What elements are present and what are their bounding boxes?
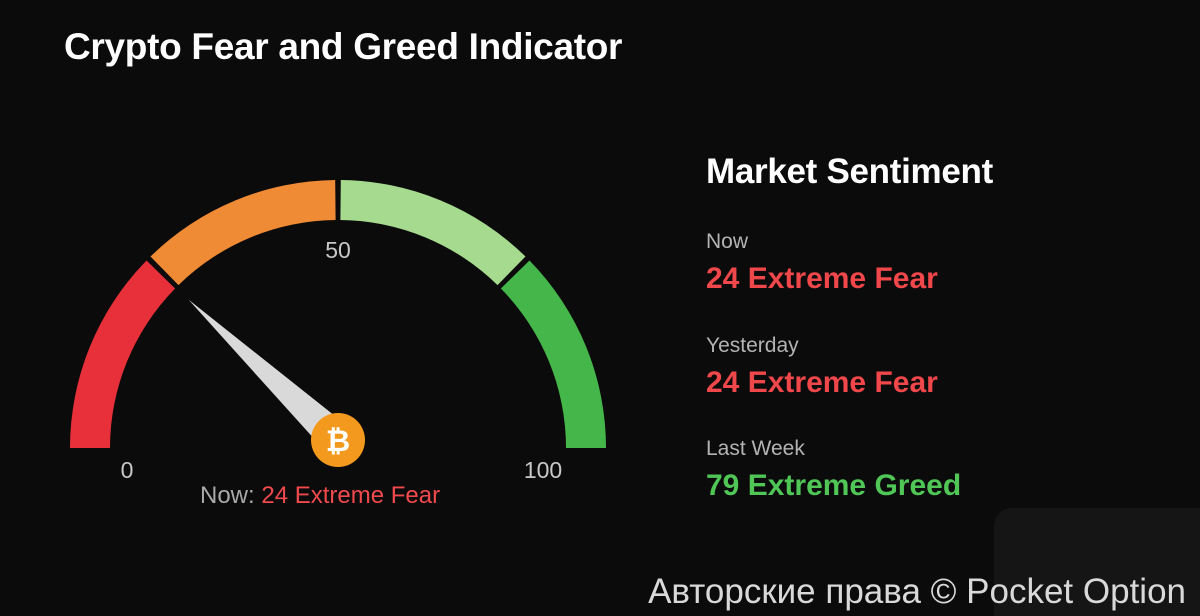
sentiment-value: 79 Extreme Greed [706, 469, 962, 502]
gauge-now-readout: Now: 24 Extreme Fear [200, 482, 440, 510]
sentiment-value: 24 Extreme Fear [706, 262, 938, 295]
market-sentiment-title: Market Sentiment [706, 152, 993, 191]
market-sentiment-panel: Market Sentiment Now 24 Extreme Fear Yes… [706, 152, 1146, 502]
fear-greed-gauge: ₿ 0 50 100 Now: 24 Extreme Fear [70, 180, 606, 510]
sentiment-label: Last Week [706, 437, 805, 460]
gauge-chart: ₿ 0 50 100 [70, 180, 606, 483]
sentiment-label: Now [706, 230, 749, 253]
gauge-segment-1 [70, 260, 176, 448]
tick-label-max: 100 [524, 457, 562, 483]
sentiment-value: 24 Extreme Fear [706, 366, 938, 399]
copyright-watermark: Авторские права © Pocket Option [648, 572, 1186, 611]
gauge-now-label: Now: [200, 482, 255, 509]
gauge-now-value: 24 Extreme Fear [261, 482, 441, 509]
gauge-segment-2 [150, 180, 336, 286]
sentiment-item-yesterday: Yesterday 24 Extreme Fear [706, 334, 1146, 400]
tick-label-mid: 50 [325, 237, 351, 263]
bitcoin-symbol: ₿ [326, 424, 350, 459]
corner-panel [994, 508, 1200, 616]
gauge-segment-4 [500, 260, 606, 448]
gauge-segment-3 [340, 180, 526, 286]
tick-label-min: 0 [121, 457, 134, 483]
sentiment-item-now: Now 24 Extreme Fear [706, 230, 1146, 296]
sentiment-item-last-week: Last Week 79 Extreme Greed [706, 437, 1146, 503]
gauge-needle [188, 299, 350, 453]
page-title: Crypto Fear and Greed Indicator [64, 26, 623, 67]
sentiment-label: Yesterday [706, 334, 799, 357]
bitcoin-icon: ₿ [311, 413, 365, 467]
